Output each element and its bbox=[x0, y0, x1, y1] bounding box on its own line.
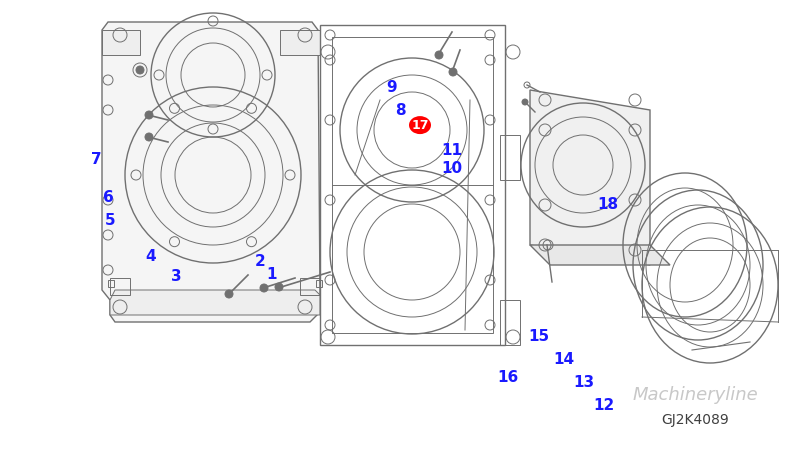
Polygon shape bbox=[102, 30, 140, 55]
Text: 3: 3 bbox=[170, 269, 182, 284]
Polygon shape bbox=[280, 30, 320, 55]
Text: 5: 5 bbox=[105, 213, 116, 228]
Ellipse shape bbox=[145, 133, 153, 141]
Text: 16: 16 bbox=[498, 369, 518, 385]
Ellipse shape bbox=[435, 51, 443, 59]
Text: 8: 8 bbox=[394, 103, 406, 118]
Ellipse shape bbox=[449, 68, 457, 76]
Polygon shape bbox=[102, 22, 320, 322]
Polygon shape bbox=[110, 290, 320, 315]
Ellipse shape bbox=[136, 66, 144, 74]
Ellipse shape bbox=[260, 284, 268, 292]
Text: 10: 10 bbox=[442, 161, 462, 176]
Text: 15: 15 bbox=[528, 329, 549, 344]
Text: 9: 9 bbox=[386, 80, 398, 95]
Text: 2: 2 bbox=[254, 253, 266, 269]
Text: 7: 7 bbox=[90, 152, 102, 167]
Text: 4: 4 bbox=[145, 249, 156, 264]
Text: 14: 14 bbox=[554, 352, 574, 368]
Text: 13: 13 bbox=[574, 375, 594, 390]
Text: 1: 1 bbox=[266, 267, 278, 282]
Ellipse shape bbox=[409, 116, 431, 134]
Ellipse shape bbox=[522, 99, 528, 105]
Ellipse shape bbox=[275, 283, 283, 291]
Text: Machineryline: Machineryline bbox=[632, 386, 758, 404]
Text: GJ2K4089: GJ2K4089 bbox=[661, 413, 729, 427]
Text: 11: 11 bbox=[442, 143, 462, 158]
Text: 12: 12 bbox=[594, 397, 614, 413]
Ellipse shape bbox=[145, 111, 153, 119]
Text: 17: 17 bbox=[411, 119, 429, 131]
Ellipse shape bbox=[225, 290, 233, 298]
Text: 6: 6 bbox=[102, 190, 114, 206]
Polygon shape bbox=[530, 90, 650, 265]
Text: 18: 18 bbox=[598, 197, 618, 212]
Polygon shape bbox=[530, 245, 670, 265]
